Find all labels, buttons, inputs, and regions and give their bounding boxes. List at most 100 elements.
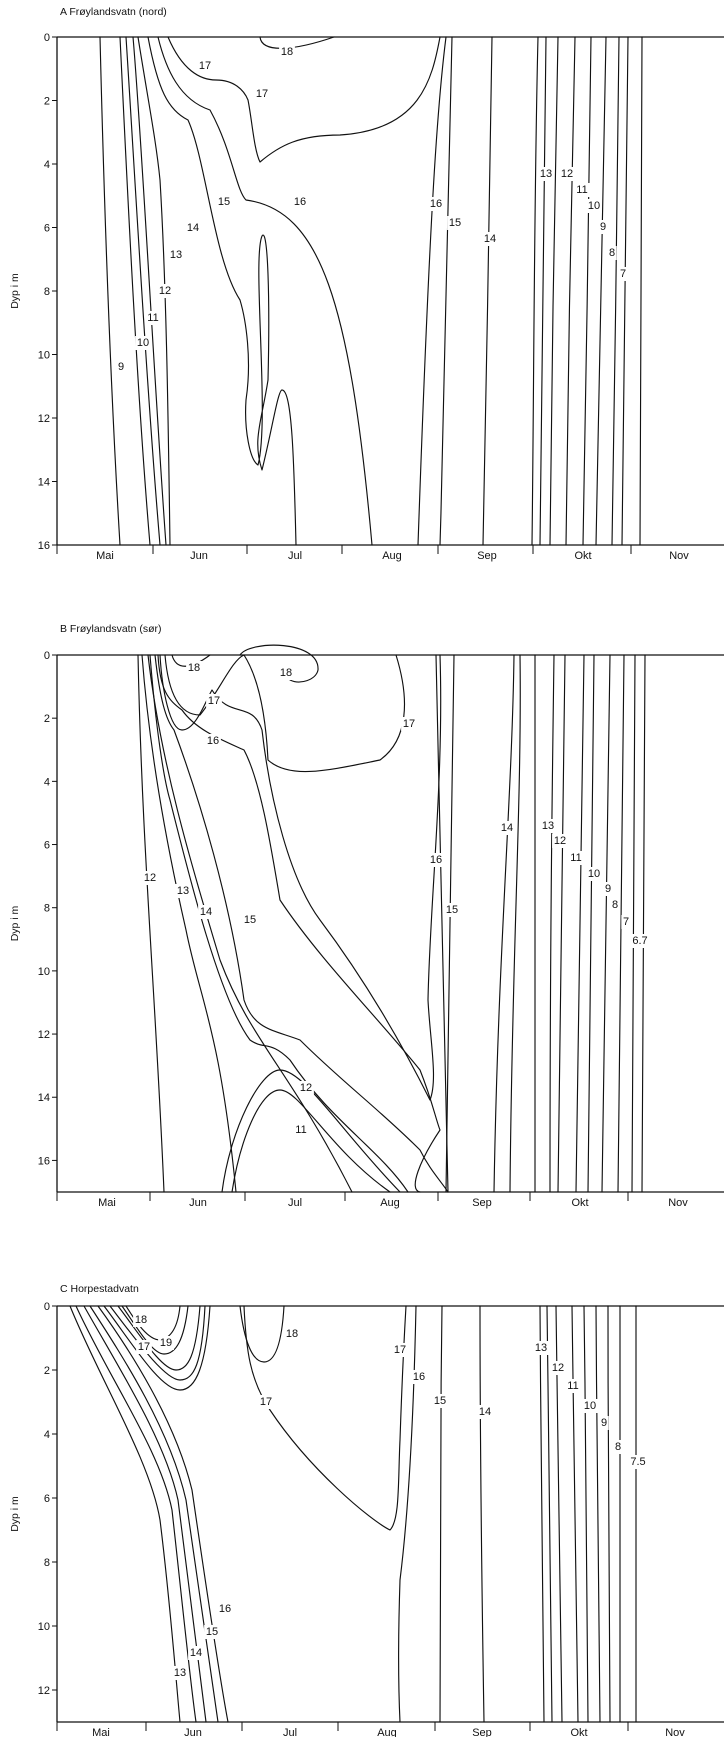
month-label: Jun (190, 550, 208, 562)
contour-label: 12 (159, 285, 171, 297)
contour-label-bg (477, 1405, 493, 1419)
isotherm-line (171, 654, 211, 667)
contour-label-bg (298, 1081, 314, 1095)
y-tick-label: 0 (44, 1301, 50, 1313)
contour-label-bg (628, 934, 652, 948)
contour-label: 12 (144, 872, 156, 884)
contour-label: 14 (484, 233, 496, 245)
contour-label-bg (197, 59, 213, 73)
y-tick-label: 0 (44, 650, 50, 662)
contour-label: 18 (135, 1314, 147, 1326)
contour-label-bg (185, 221, 201, 235)
isotherm-line (231, 1089, 391, 1193)
contour-label-bg (188, 1646, 204, 1660)
contour-label-bg (216, 195, 232, 209)
contour-label: 19 (160, 1337, 172, 1349)
isotherm-line (539, 1305, 545, 1723)
contour-label-bg (533, 1341, 549, 1355)
y-tick-label: 12 (38, 413, 50, 425)
contour-label-bg (499, 821, 515, 835)
y-axis-label: Dyp i m (9, 1496, 21, 1532)
isotherm-line (571, 1305, 579, 1723)
y-tick-label: 4 (44, 159, 50, 171)
contour-label-bg (116, 360, 126, 374)
contour-label: 18 (281, 46, 293, 58)
contour-label: 13 (542, 820, 554, 832)
isotherm-line (587, 654, 595, 1193)
panel-title: C Horpestadvatn (60, 1283, 139, 1295)
month-label: Jul (288, 1197, 302, 1209)
contour-label: 9 (118, 361, 124, 373)
isotherm-line (631, 654, 636, 1193)
contour-label: 17 (256, 88, 268, 100)
month-label: Sep (472, 1197, 492, 1209)
isotherm-line (617, 654, 625, 1193)
contour-label: 16 (219, 1603, 231, 1615)
isotherm-line (137, 654, 165, 1193)
contour-label-bg (292, 195, 308, 209)
isotherm-line (493, 654, 515, 1193)
contour-label-bg (284, 1327, 300, 1341)
contour-label: 17 (208, 695, 220, 707)
contour-label: 15 (434, 1395, 446, 1407)
contour-label: 8 (615, 1441, 621, 1453)
contour-label: 17 (199, 60, 211, 72)
contour-label: 7 (620, 268, 626, 280)
isotherm-line (531, 36, 539, 546)
y-tick-label: 4 (44, 1429, 50, 1441)
contour-label: 18 (286, 1328, 298, 1340)
isotherm-line (435, 654, 449, 1193)
isotherm-line (575, 654, 585, 1193)
isotherm-line (159, 654, 442, 1101)
contour-label: 17 (403, 718, 415, 730)
y-tick-label: 6 (44, 1493, 50, 1505)
month-label: Nov (669, 550, 689, 562)
isotherm-line (99, 36, 121, 546)
contour-label: 13 (535, 1342, 547, 1354)
isotherm-line (157, 36, 373, 546)
contour-label: 17 (260, 1396, 272, 1408)
contour-label-bg (559, 167, 575, 181)
contour-label: 15 (206, 1626, 218, 1638)
month-label: Sep (472, 1727, 492, 1737)
y-tick-label: 0 (44, 32, 50, 44)
contour-label-bg (278, 666, 294, 680)
contour-label-bg (279, 45, 295, 59)
contour-label-bg (552, 834, 568, 848)
contour-label: 8 (609, 247, 615, 259)
contour-label-bg (538, 167, 554, 181)
contour-label: 14 (479, 1406, 491, 1418)
contour-label: 9 (605, 883, 611, 895)
contour-label-bg (565, 1379, 581, 1393)
contour-label-bg (158, 1336, 174, 1350)
month-label: Sep (477, 550, 497, 562)
contour-label-bg (172, 1666, 188, 1680)
contour-label-bg (198, 905, 214, 919)
month-label: Mai (96, 550, 114, 562)
panel-title: A Frøylandsvatn (nord) (60, 6, 167, 18)
month-label: Okt (574, 550, 591, 562)
contour-label-bg (574, 183, 590, 197)
contour-label: 17 (138, 1341, 150, 1353)
panel-title: B Frøylandsvatn (sør) (60, 623, 162, 635)
y-tick-label: 8 (44, 903, 50, 915)
contour-label-bg (204, 1625, 220, 1639)
month-label: Mai (98, 1197, 116, 1209)
isotherm-line (397, 1305, 417, 1723)
contour-label: 11 (570, 852, 581, 864)
contour-label: 18 (280, 667, 292, 679)
isotherm-line (109, 1305, 206, 1381)
contour-label: 12 (552, 1362, 564, 1374)
contour-label-bg (598, 220, 608, 234)
contour-label: 13 (174, 1667, 186, 1679)
contour-label-bg (540, 819, 556, 833)
contour-label-bg (618, 267, 628, 281)
contour-label-bg (626, 1455, 650, 1469)
isotherm-line (103, 1305, 211, 1391)
contour-label-bg (135, 336, 151, 350)
isotherm-line (137, 36, 171, 546)
contour-label: 9 (600, 221, 606, 233)
contour-label-bg (582, 1399, 598, 1413)
isotherm-line (549, 654, 555, 1193)
contour-label: 14 (190, 1647, 202, 1659)
